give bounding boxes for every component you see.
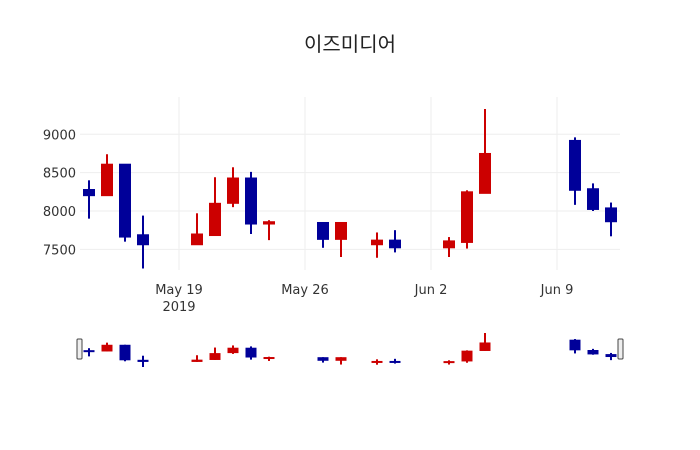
candle[interactable]	[245, 171, 257, 234]
candle-body	[209, 202, 221, 237]
range-slider-candles	[83, 333, 617, 367]
candle-body	[227, 177, 239, 204]
candle-body	[191, 233, 203, 246]
candle-body	[119, 163, 131, 238]
y-axis: 7500 8000 8500 9000	[43, 128, 76, 258]
candle-body	[443, 240, 455, 249]
candle[interactable]	[119, 163, 131, 242]
gridlines	[80, 97, 620, 270]
mini-candle	[605, 352, 617, 361]
candle[interactable]	[461, 190, 473, 249]
mini-candle	[587, 348, 599, 355]
range-slider-handle-right[interactable]	[617, 338, 624, 360]
candle[interactable]	[83, 180, 95, 219]
x-axis: May 19 2019 May 26 Jun 2 Jun 9	[155, 283, 573, 315]
candle-body	[83, 189, 95, 197]
candle[interactable]	[209, 177, 221, 237]
candle-body	[479, 152, 491, 194]
mini-candle	[227, 345, 239, 354]
mini-candle	[317, 357, 329, 363]
candle-body	[389, 239, 401, 249]
candle-body	[263, 221, 275, 225]
candle[interactable]	[479, 108, 491, 194]
y-tick-label: 9000	[43, 128, 76, 143]
candle[interactable]	[587, 183, 599, 211]
x-tick-sublabel: 2019	[162, 300, 195, 315]
x-tick-label: May 26	[281, 283, 329, 298]
candle-body	[461, 191, 473, 243]
candle[interactable]	[605, 202, 617, 237]
y-tick-label: 8000	[43, 205, 76, 220]
x-tick-label: Jun 2	[414, 283, 448, 298]
candle-body	[569, 139, 581, 191]
candle[interactable]	[191, 213, 203, 246]
candle[interactable]	[101, 154, 113, 197]
candle[interactable]	[227, 167, 239, 208]
candle-body	[245, 177, 257, 225]
y-tick-label: 7500	[43, 243, 76, 258]
mini-candle	[245, 346, 257, 360]
candle-body	[371, 239, 383, 246]
mini-candle	[83, 348, 95, 357]
mini-candle	[569, 339, 581, 354]
mini-candle	[263, 356, 275, 361]
x-tick-label: May 19	[155, 283, 203, 298]
mini-candle	[335, 357, 347, 365]
x-tick-label: Jun 9	[540, 283, 574, 298]
range-slider-background[interactable]	[80, 332, 620, 368]
mini-candle	[443, 360, 455, 365]
candle-body	[605, 207, 617, 223]
candle[interactable]	[371, 232, 383, 258]
candle[interactable]	[569, 137, 581, 205]
candle-body	[137, 234, 149, 246]
candles[interactable]	[83, 108, 617, 269]
candle[interactable]	[263, 220, 275, 241]
candle[interactable]	[389, 230, 401, 253]
mini-candle	[461, 350, 473, 363]
mini-candle	[371, 359, 383, 365]
y-tick-label: 8500	[43, 167, 76, 182]
mini-candle	[209, 347, 221, 360]
candle[interactable]	[443, 237, 455, 257]
candle[interactable]	[137, 215, 149, 269]
mini-candle	[191, 355, 203, 362]
candle-body	[587, 188, 599, 210]
candle[interactable]	[335, 221, 347, 257]
mini-candle	[479, 333, 491, 351]
range-slider[interactable]	[76, 332, 624, 368]
mini-candle	[137, 355, 149, 367]
candle-body	[101, 163, 113, 197]
chart-title: 이즈미디어	[304, 32, 396, 56]
candle-body	[335, 221, 347, 240]
candle[interactable]	[317, 221, 329, 248]
range-slider-handle-left[interactable]	[76, 338, 83, 360]
mini-candle	[389, 358, 401, 364]
mini-candle	[101, 342, 113, 352]
candle-body	[317, 221, 329, 240]
mini-candle	[119, 344, 131, 362]
